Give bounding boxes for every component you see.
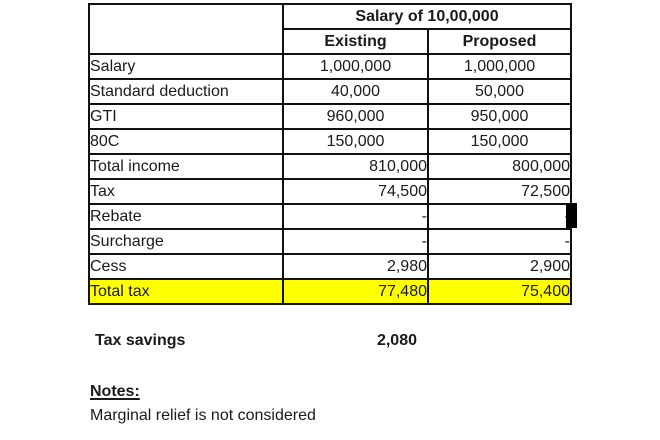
row-label[interactable]: 80C xyxy=(88,128,284,155)
notes-text: Marginal relief is not considered xyxy=(90,407,316,424)
table-row: 80C 150,000 150,000 xyxy=(88,128,572,155)
row-label[interactable]: Total tax xyxy=(88,278,284,305)
table-title-row: Salary of 10,00,000 xyxy=(88,3,572,55)
table-row: Total income 810,000 800,000 xyxy=(88,153,572,180)
existing-value-cell[interactable]: 40,000 xyxy=(282,78,429,105)
proposed-value-cell[interactable]: 75,400 xyxy=(427,278,572,305)
empty-corner-cell[interactable] xyxy=(88,3,284,55)
column-header-existing[interactable]: Existing xyxy=(282,28,429,55)
table-row: Salary 1,000,000 1,000,000 xyxy=(88,53,572,80)
proposed-value-cell[interactable]: 800,000 xyxy=(427,153,572,180)
proposed-value-cell[interactable]: 150,000 xyxy=(427,128,572,155)
existing-value-cell[interactable]: 150,000 xyxy=(282,128,429,155)
existing-value-cell[interactable]: - xyxy=(282,228,429,255)
existing-value-cell[interactable]: 74,500 xyxy=(282,178,429,205)
table-row: Cess 2,980 2,900 xyxy=(88,253,572,280)
table-row: GTI 960,000 950,000 xyxy=(88,103,572,130)
proposed-value-cell[interactable]: 1,000,000 xyxy=(427,53,572,80)
row-label[interactable]: Rebate xyxy=(88,203,284,230)
tax-savings-value: 2,080 xyxy=(376,332,417,349)
existing-value-cell[interactable]: 810,000 xyxy=(282,153,429,180)
proposed-value-cell[interactable]: - xyxy=(427,228,572,255)
existing-value-cell[interactable]: 2,980 xyxy=(282,253,429,280)
table-row: Rebate-- xyxy=(88,203,572,230)
existing-value-cell[interactable]: 77,480 xyxy=(282,278,429,305)
proposed-value-cell[interactable]: 50,000 xyxy=(427,78,572,105)
proposed-value-cell[interactable]: 72,500 xyxy=(427,178,572,205)
notes-heading: Notes: xyxy=(90,383,140,400)
existing-value-cell[interactable]: 960,000 xyxy=(282,103,429,130)
table-row: Total tax 77,480 75,400 xyxy=(88,278,572,305)
row-label[interactable]: GTI xyxy=(88,103,284,130)
column-header-row: Existing Proposed xyxy=(89,28,572,55)
table-row: Tax 74,500 72,500 xyxy=(88,178,572,205)
row-label[interactable]: Surcharge xyxy=(88,228,284,255)
tax-savings-line: Tax savings 2,080 xyxy=(95,332,417,350)
existing-value-cell[interactable]: 1,000,000 xyxy=(282,53,429,80)
table-row: Surcharge - - xyxy=(88,228,572,255)
row-label[interactable]: Standard deduction xyxy=(88,78,284,105)
tax-savings-label: Tax savings xyxy=(95,332,186,349)
table-row: Standard deduction 40,000 50,000 xyxy=(88,78,572,105)
row-label[interactable]: Cess xyxy=(88,253,284,280)
black-cursor-artifact xyxy=(566,203,577,228)
row-label[interactable]: Salary xyxy=(88,53,284,80)
tax-comparison-table: Salary of 10,00,000 Existing Proposed Sa… xyxy=(88,3,572,305)
row-label[interactable]: Total income xyxy=(88,153,284,180)
column-header-proposed[interactable]: Proposed xyxy=(427,28,572,55)
proposed-value-cell[interactable]: 2,900 xyxy=(427,253,572,280)
proposed-value-cell[interactable]: 950,000 xyxy=(427,103,572,130)
proposed-value-cell[interactable]: - xyxy=(427,203,572,230)
existing-value-cell[interactable]: - xyxy=(282,203,429,230)
row-label[interactable]: Tax xyxy=(88,178,284,205)
table-title: Salary of 10,00,000 xyxy=(282,3,572,30)
